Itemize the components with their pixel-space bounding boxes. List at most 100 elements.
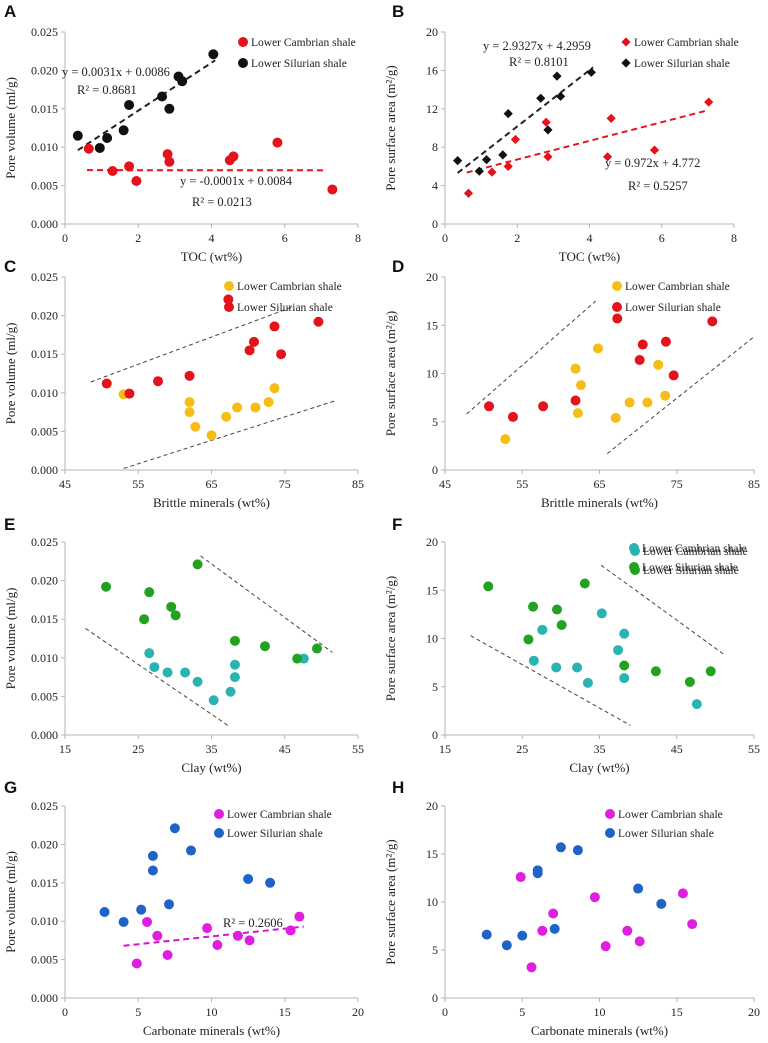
legend-marker: [224, 281, 234, 291]
y-tick-label: 20: [426, 25, 438, 39]
trendline: [77, 59, 216, 152]
data-point: [677, 888, 688, 899]
data-point: [124, 388, 135, 399]
data-point: [707, 316, 718, 327]
data-point: [243, 873, 254, 884]
data-point: [552, 604, 563, 615]
x-tick-label: 5: [135, 1005, 141, 1019]
data-point: [162, 667, 173, 678]
y-tick-label: 0.015: [31, 347, 58, 361]
x-tick-label: 0: [442, 1005, 448, 1019]
chart-panel-c: C 0.000 0.005 0.010 0.015 0.020 0.025 45 55 65 75 8…: [3, 257, 364, 510]
x-axis-title: Brittle minerals (wt%): [541, 495, 658, 510]
data-point: [592, 343, 603, 354]
data-point: [572, 845, 583, 856]
data-point: [164, 156, 175, 167]
data-point: [453, 156, 463, 166]
data-point: [510, 134, 521, 145]
data-point: [570, 395, 581, 406]
x-tick-label: 15: [279, 1005, 291, 1019]
data-point: [633, 883, 644, 894]
legend-label: Lower Cambrian shale: [618, 809, 723, 821]
data-point: [244, 345, 255, 356]
data-point: [637, 339, 648, 350]
y-tick-label: 0.010: [31, 140, 58, 154]
x-tick-label: 15: [671, 1005, 683, 1019]
legend-label: Lower Silurian shale: [643, 565, 739, 577]
data-point: [624, 397, 635, 408]
x-axis-title: Carbonate minerals (wt%): [143, 1023, 280, 1038]
legend-label: Lower Cambrian shale: [634, 37, 739, 49]
data-point: [705, 666, 716, 677]
panel-letter: B: [392, 2, 404, 21]
data-point: [208, 695, 219, 706]
data-point: [147, 865, 158, 876]
y-tick-label: 0.005: [31, 179, 58, 193]
data-point: [206, 430, 217, 441]
data-point: [582, 677, 593, 688]
boundary-dashed-line: [606, 336, 755, 454]
panel-letter: A: [4, 2, 16, 21]
x-axis-title: TOC (wt%): [181, 249, 243, 264]
data-point: [152, 930, 163, 941]
legend-label: Lower Silurian shale: [642, 562, 738, 574]
y-tick-label: 0.015: [31, 612, 58, 626]
data-point: [634, 354, 645, 365]
legend-label: Lower Cambrian shale: [237, 281, 342, 293]
data-point: [313, 316, 324, 327]
legend-label: Lower Silurian shale: [251, 58, 347, 70]
y-tick-label: 0.010: [31, 651, 58, 665]
y-tick-label: 0.020: [31, 309, 58, 323]
data-point: [147, 850, 158, 861]
data-point: [589, 892, 600, 903]
y-tick-label: 10: [426, 895, 438, 909]
data-point: [131, 175, 142, 186]
data-point: [622, 925, 633, 936]
y-axis-title: Pore surface area (m²/g): [383, 311, 398, 437]
data-point: [263, 397, 274, 408]
data-point: [483, 581, 494, 592]
data-point: [229, 635, 240, 646]
data-point: [548, 908, 559, 919]
data-point: [653, 359, 664, 370]
panel-letter: G: [4, 778, 17, 797]
data-point: [124, 161, 135, 172]
data-point: [704, 97, 714, 107]
data-point: [556, 91, 566, 101]
data-point: [481, 155, 492, 165]
legend-marker: [612, 281, 622, 291]
data-point: [596, 608, 607, 619]
data-point: [184, 397, 195, 408]
data-point: [221, 411, 232, 422]
x-axis-title: Brittle minerals (wt%): [153, 495, 270, 510]
data-point: [184, 370, 195, 381]
x-axis-title: Clay (wt%): [569, 760, 629, 775]
data-point: [164, 103, 175, 114]
data-point: [549, 923, 560, 934]
data-point: [528, 655, 539, 666]
trendline-equation: y = 2.9327x + 4.2959: [483, 39, 591, 53]
trendline-r2: R² = 0.0213: [192, 195, 252, 209]
data-point: [265, 877, 276, 888]
data-point: [170, 610, 181, 621]
x-tick-label: 25: [132, 742, 144, 756]
legend: Lower Cambrian shale Lower Silurian shale: [224, 281, 342, 314]
x-tick-label: 15: [439, 742, 451, 756]
x-tick-label: 8: [355, 231, 361, 245]
legend: Lower Cambrian shale Lower Silurian shale: [605, 809, 723, 840]
data-point: [481, 929, 492, 940]
data-point: [528, 601, 539, 612]
data-point: [184, 407, 195, 418]
y-tick-label: 0.000: [31, 463, 58, 477]
y-tick-label: 12: [426, 102, 438, 116]
y-axis-title: Pore volume (ml/g): [3, 77, 18, 179]
y-tick-label: 0: [432, 728, 438, 742]
data-point: [572, 408, 583, 419]
data-point: [212, 940, 223, 951]
trendline-equation: y = 0.0031x + 0.0086: [62, 65, 170, 79]
data-point: [570, 363, 581, 374]
data-point: [149, 662, 160, 673]
y-tick-label: 20: [426, 799, 438, 813]
data-point: [507, 411, 518, 422]
boundary-dashed-line: [466, 300, 596, 415]
